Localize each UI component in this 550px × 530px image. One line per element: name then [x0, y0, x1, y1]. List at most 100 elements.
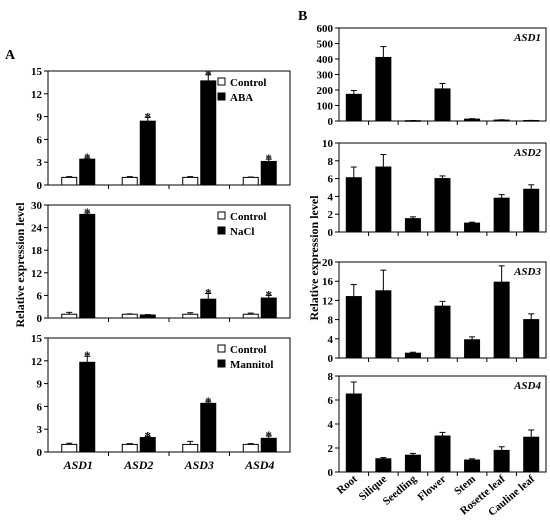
y-tick-label: 6 [328, 174, 334, 186]
legend-label: Mannitol [230, 359, 273, 371]
significance-star: * [266, 151, 273, 166]
bar [493, 281, 510, 359]
y-tick-label: 4 [328, 419, 334, 431]
y-tick-label: 6 [37, 401, 43, 413]
gene-title: ASD1 [513, 32, 541, 44]
bar [404, 218, 421, 233]
bar-treatment [200, 80, 217, 186]
bar [345, 93, 362, 122]
y-tick-label: 2 [328, 209, 334, 221]
y-tick-label: 2 [328, 443, 334, 455]
bar [404, 454, 421, 473]
y-tick-label: 400 [317, 54, 334, 66]
bar-treatment [79, 213, 96, 319]
y-tick-label: 0 [328, 353, 334, 365]
bar [375, 166, 392, 233]
bar [434, 178, 451, 233]
y-tick-label: 8 [328, 315, 334, 327]
bar-treatment [200, 298, 217, 319]
legend-swatch-treatment [217, 226, 226, 235]
bar-control [182, 176, 199, 186]
bar [404, 352, 421, 359]
significance-star: * [205, 286, 212, 301]
y-tick-label: 0 [37, 313, 43, 325]
bar [464, 118, 481, 122]
y-tick-label: 500 [317, 39, 334, 51]
legend-swatch-treatment [217, 92, 226, 101]
legend-swatch-control [217, 344, 226, 353]
legend-swatch-treatment [217, 359, 226, 368]
category-label: Seedling [381, 473, 420, 508]
y-tick-label: 100 [317, 101, 334, 113]
panel-label-a: A [5, 48, 16, 63]
y-tick-label: 300 [317, 70, 334, 82]
category-label: ASD3 [184, 458, 214, 472]
y-tick-label: 0 [37, 447, 43, 459]
bar [523, 436, 540, 473]
gene-title: ASD2 [513, 147, 541, 159]
gene-title: ASD3 [513, 266, 541, 278]
significance-star: * [84, 205, 91, 220]
significance-star: * [205, 394, 212, 409]
gene-title: ASD4 [513, 380, 541, 392]
bar [493, 449, 510, 473]
category-label: ASD2 [123, 458, 153, 472]
y-tick-label: 8 [328, 156, 334, 168]
bar [523, 319, 540, 359]
bar-control [121, 443, 138, 453]
bar [434, 435, 451, 473]
legend-swatch-control [217, 77, 226, 86]
y-tick-label: 6 [37, 134, 43, 146]
significance-star: * [266, 287, 273, 302]
y-axis-label-a: Relative expression level [13, 202, 27, 328]
y-tick-label: 18 [31, 245, 43, 257]
y-tick-label: 0 [328, 227, 334, 239]
y-tick-label: 12 [31, 89, 43, 101]
bar-treatment [139, 314, 156, 319]
legend-label: Control [230, 77, 266, 89]
category-label: Flower [415, 473, 448, 503]
bar [375, 458, 392, 473]
legend-label: Control [230, 211, 266, 223]
bar [345, 296, 362, 359]
legend-label: NaCl [230, 226, 254, 238]
legend-label: Control [230, 344, 266, 356]
y-tick-label: 12 [31, 356, 43, 368]
y-tick-label: 6 [328, 395, 334, 407]
bar [464, 459, 481, 473]
category-label: ASD1 [63, 458, 93, 472]
bar-control [182, 313, 199, 319]
bar-control [242, 313, 259, 319]
bar-control [121, 176, 138, 186]
bar-control [242, 443, 259, 453]
y-tick-label: 12 [31, 268, 43, 280]
y-tick-label: 200 [317, 85, 334, 97]
bar [434, 88, 451, 122]
chart-1: 0 3 6 9 12 15 * * * * Control ABA [31, 66, 291, 192]
bar-treatment [139, 120, 156, 186]
y-tick-label: 30 [31, 200, 43, 212]
bar-control [61, 176, 78, 186]
y-tick-label: 15 [31, 66, 43, 78]
y-tick-label: 20 [322, 257, 334, 269]
y-tick-label: 15 [31, 333, 43, 345]
bar [464, 222, 481, 233]
y-tick-label: 0 [37, 180, 43, 192]
y-tick-label: 0 [328, 116, 334, 128]
y-axis-label-b: Relative expression level [307, 195, 321, 321]
bar-control [242, 176, 259, 186]
y-tick-label: 4 [328, 191, 334, 203]
y-tick-label: 0 [328, 467, 334, 479]
bar-control [61, 443, 78, 453]
bar [375, 290, 392, 359]
legend-swatch-control [217, 211, 226, 220]
significance-star: * [205, 67, 212, 82]
panel-label-b: B [298, 9, 307, 24]
y-tick-label: 8 [328, 371, 334, 383]
bar [493, 197, 510, 233]
legend-label: ABA [230, 92, 253, 104]
y-tick-label: 24 [31, 223, 43, 235]
significance-star: * [84, 348, 91, 363]
significance-star: * [145, 109, 152, 124]
